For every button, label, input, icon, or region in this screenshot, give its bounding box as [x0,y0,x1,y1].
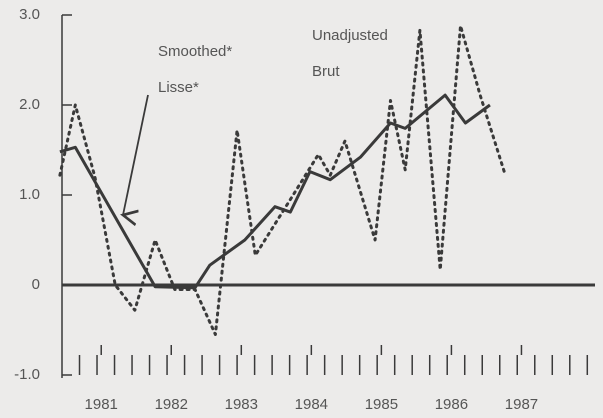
x-tick-label: 1984 [295,396,328,413]
y-tick-label: 2.0 [19,96,40,113]
annotation: Lisse* [158,79,199,96]
x-tick-label: 1985 [365,396,398,413]
x-tick-label: 1986 [435,396,468,413]
annotation: Unadjusted [312,27,388,44]
arrow [123,94,149,215]
x-tick-label: 1981 [85,396,118,413]
annotation: Smoothed* [158,43,232,60]
y-tick-label: -1.0 [14,366,40,383]
annotation: Brut [312,63,340,80]
x-tick-label: 1983 [225,396,258,413]
x-tick-label: 1987 [505,396,538,413]
y-tick-label: 1.0 [19,186,40,203]
y-tick-label: 3.0 [19,6,40,23]
series-line [58,24,507,336]
x-tick-label: 1982 [155,396,188,413]
y-tick-label: 0 [32,276,40,293]
series-line [59,93,491,290]
